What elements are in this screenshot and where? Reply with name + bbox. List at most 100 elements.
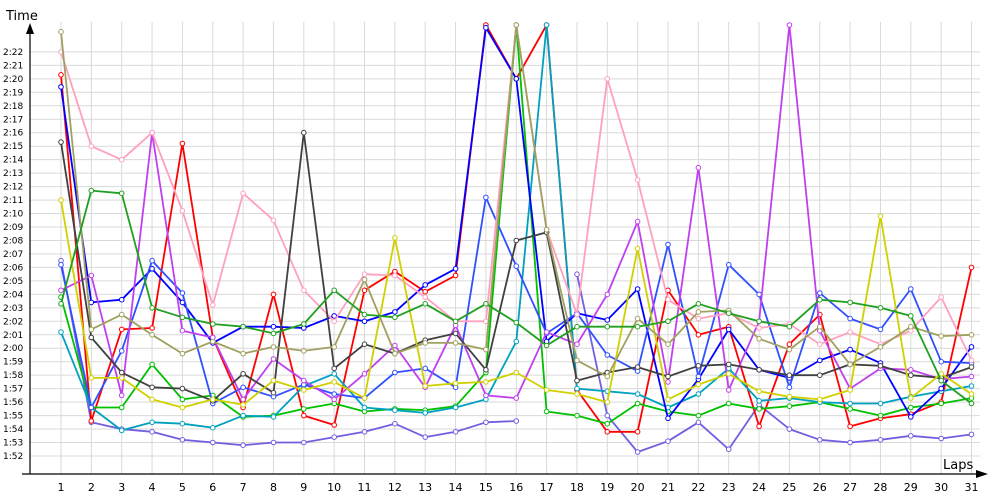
data-point xyxy=(938,400,945,407)
data-point xyxy=(634,177,641,183)
data-point xyxy=(240,442,246,449)
data-point xyxy=(58,287,64,294)
data-point xyxy=(210,424,216,431)
data-point xyxy=(149,129,155,136)
data-point xyxy=(725,387,732,393)
data-point xyxy=(422,434,429,440)
data-point xyxy=(513,418,520,424)
data-point xyxy=(695,412,702,419)
data-point xyxy=(361,429,368,435)
x-tick-label: 20 xyxy=(631,481,645,494)
data-point xyxy=(725,371,732,377)
x-tick-label: 22 xyxy=(691,481,705,494)
data-point xyxy=(118,296,125,303)
data-point xyxy=(877,400,884,407)
data-point xyxy=(574,385,580,392)
data-point xyxy=(847,400,853,407)
x-tick-label: 14 xyxy=(449,481,463,494)
y-tick-label: 2:16 xyxy=(3,129,23,139)
data-point xyxy=(695,373,702,380)
data-point xyxy=(179,437,186,443)
data-point xyxy=(331,371,338,377)
data-point xyxy=(361,404,368,411)
data-point xyxy=(118,326,125,333)
data-point xyxy=(513,319,520,326)
data-point xyxy=(968,344,975,350)
y-tick-label: 1:59 xyxy=(3,358,23,368)
y-tick-label: 2:19 xyxy=(3,88,23,98)
data-point xyxy=(513,22,520,28)
data-point xyxy=(118,369,125,376)
y-tick-label: 2:11 xyxy=(3,196,23,206)
x-tick-label: 21 xyxy=(661,481,675,494)
data-point xyxy=(58,84,64,90)
data-point xyxy=(392,272,398,279)
x-tick-label: 15 xyxy=(479,481,493,494)
data-point xyxy=(968,357,975,364)
x-tick-label: 16 xyxy=(509,481,523,494)
data-point xyxy=(786,341,793,348)
x-axis-arrow xyxy=(976,470,988,478)
data-point xyxy=(483,301,489,307)
data-point xyxy=(543,387,550,393)
series-1 xyxy=(58,257,975,455)
y-tick-label: 2:14 xyxy=(3,156,23,166)
data-point xyxy=(392,420,398,427)
x-tick-label: 5 xyxy=(179,481,186,494)
x-tick-label: 25 xyxy=(782,481,796,494)
data-point xyxy=(361,287,368,294)
data-point xyxy=(847,361,853,368)
data-point xyxy=(301,287,307,294)
data-point xyxy=(240,323,246,330)
data-point xyxy=(786,323,793,330)
data-point xyxy=(361,341,368,348)
data-point xyxy=(725,446,732,453)
data-point xyxy=(756,336,762,342)
data-point xyxy=(392,314,398,321)
data-point xyxy=(634,429,641,435)
data-point xyxy=(665,373,671,380)
x-tick-label: 4 xyxy=(149,481,156,494)
x-tick-label: 2 xyxy=(88,481,95,494)
data-point xyxy=(908,395,914,401)
x-tick-label: 13 xyxy=(418,481,432,494)
data-point xyxy=(695,381,702,388)
data-point xyxy=(88,299,95,306)
y-tick-label: 1:58 xyxy=(3,371,23,381)
data-point xyxy=(270,291,277,298)
data-point xyxy=(361,371,368,377)
x-tick-label: 26 xyxy=(813,481,827,494)
data-point xyxy=(301,321,307,327)
data-point xyxy=(301,348,307,354)
data-point xyxy=(604,373,611,380)
data-point xyxy=(331,344,338,350)
data-point xyxy=(786,372,793,379)
y-tick-label: 2:17 xyxy=(3,115,23,125)
data-point xyxy=(422,294,429,300)
series-line xyxy=(60,260,517,447)
data-point xyxy=(756,318,762,325)
data-point xyxy=(210,439,216,446)
data-point xyxy=(513,369,520,376)
data-point xyxy=(118,427,125,434)
data-point xyxy=(665,341,671,348)
data-point xyxy=(695,301,702,307)
data-point xyxy=(149,332,155,338)
data-point xyxy=(331,365,338,372)
data-point xyxy=(877,412,884,419)
data-point xyxy=(695,419,702,426)
data-point xyxy=(847,346,853,353)
data-point xyxy=(938,377,945,384)
data-point xyxy=(786,393,793,400)
data-point xyxy=(240,396,246,403)
data-point xyxy=(331,434,338,440)
x-axis-title: Laps xyxy=(943,458,973,473)
data-point xyxy=(877,326,884,333)
series-line xyxy=(576,274,972,453)
data-point xyxy=(877,437,884,443)
data-point xyxy=(422,365,429,372)
data-point xyxy=(118,156,125,163)
data-point xyxy=(968,431,975,438)
series-layer xyxy=(58,22,975,455)
data-point xyxy=(665,296,671,303)
